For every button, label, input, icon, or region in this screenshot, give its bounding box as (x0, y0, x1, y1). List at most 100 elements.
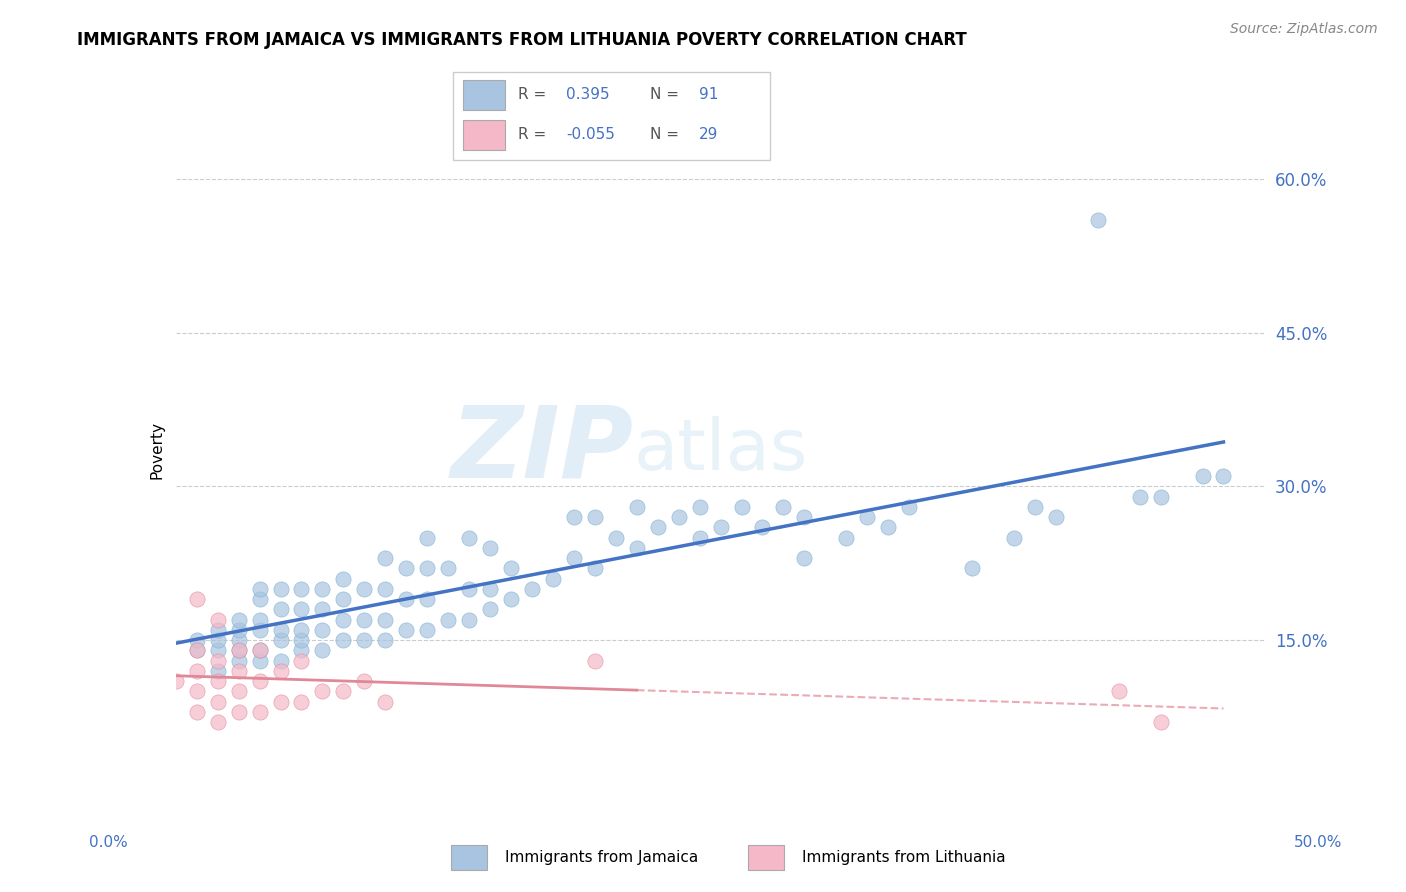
Point (479, 541, 502, 555)
Point (374, 613, 396, 627)
Point (228, 633, 250, 648)
Point (186, 592, 208, 607)
Point (374, 695, 396, 709)
Text: Immigrants from Lithuania: Immigrants from Lithuania (801, 850, 1005, 864)
Point (374, 633, 396, 648)
Point (290, 582, 312, 596)
Point (228, 654, 250, 668)
Point (353, 633, 375, 648)
Point (186, 705, 208, 719)
Point (228, 684, 250, 698)
Point (270, 602, 292, 616)
Point (1024, 500, 1046, 514)
Text: 91: 91 (699, 87, 718, 102)
Point (270, 623, 292, 637)
Point (186, 643, 208, 657)
Point (270, 582, 292, 596)
Point (311, 582, 333, 596)
Point (249, 654, 271, 668)
Point (1212, 469, 1234, 483)
Y-axis label: Poverty: Poverty (149, 421, 165, 480)
Point (562, 510, 585, 524)
Point (583, 510, 606, 524)
Point (207, 643, 229, 657)
Point (249, 643, 271, 657)
Point (877, 520, 900, 534)
Point (207, 654, 229, 668)
Point (311, 684, 333, 698)
Point (751, 520, 773, 534)
Point (898, 500, 921, 514)
Point (416, 531, 439, 545)
FancyBboxPatch shape (463, 80, 505, 110)
Point (835, 531, 858, 545)
Point (960, 561, 983, 575)
Point (311, 602, 333, 616)
Point (270, 664, 292, 678)
Point (1129, 490, 1152, 504)
Point (249, 643, 271, 657)
Point (416, 623, 439, 637)
Point (416, 592, 439, 607)
Point (353, 613, 375, 627)
Point (207, 623, 229, 637)
Point (311, 643, 333, 657)
Point (207, 674, 229, 689)
Point (270, 633, 292, 648)
FancyBboxPatch shape (463, 120, 505, 150)
Point (249, 705, 271, 719)
Point (458, 582, 481, 596)
Point (332, 613, 354, 627)
Point (730, 500, 752, 514)
FancyBboxPatch shape (451, 846, 486, 870)
Point (290, 633, 312, 648)
Point (479, 582, 502, 596)
Point (207, 695, 229, 709)
Point (249, 623, 271, 637)
Point (793, 510, 815, 524)
Point (290, 602, 312, 616)
Point (856, 510, 879, 524)
FancyBboxPatch shape (748, 846, 785, 870)
Point (374, 582, 396, 596)
Point (1002, 531, 1025, 545)
Point (1087, 212, 1109, 227)
Point (228, 613, 250, 627)
Point (353, 674, 375, 689)
Point (186, 633, 208, 648)
Point (249, 674, 271, 689)
Point (311, 623, 333, 637)
Point (647, 520, 669, 534)
Point (395, 561, 418, 575)
Text: Source: ZipAtlas.com: Source: ZipAtlas.com (1230, 22, 1378, 37)
Point (228, 623, 250, 637)
Text: 50.0%: 50.0% (1295, 836, 1343, 850)
Point (605, 531, 627, 545)
Point (541, 572, 564, 586)
Point (1108, 684, 1130, 698)
Point (668, 510, 690, 524)
Point (207, 664, 229, 678)
Point (332, 633, 354, 648)
Point (165, 674, 187, 689)
Point (772, 500, 794, 514)
Point (689, 531, 711, 545)
Point (416, 561, 439, 575)
Text: R =: R = (517, 87, 546, 102)
Text: 0.395: 0.395 (567, 87, 610, 102)
Point (332, 592, 354, 607)
Point (437, 613, 460, 627)
Point (207, 633, 229, 648)
Point (228, 705, 250, 719)
Text: Immigrants from Jamaica: Immigrants from Jamaica (505, 850, 699, 864)
Point (290, 695, 312, 709)
Point (395, 592, 418, 607)
Point (332, 684, 354, 698)
Point (1149, 490, 1171, 504)
Point (437, 561, 460, 575)
Point (228, 664, 250, 678)
Text: -0.055: -0.055 (567, 128, 616, 142)
Point (228, 643, 250, 657)
Point (186, 684, 208, 698)
Point (479, 602, 502, 616)
